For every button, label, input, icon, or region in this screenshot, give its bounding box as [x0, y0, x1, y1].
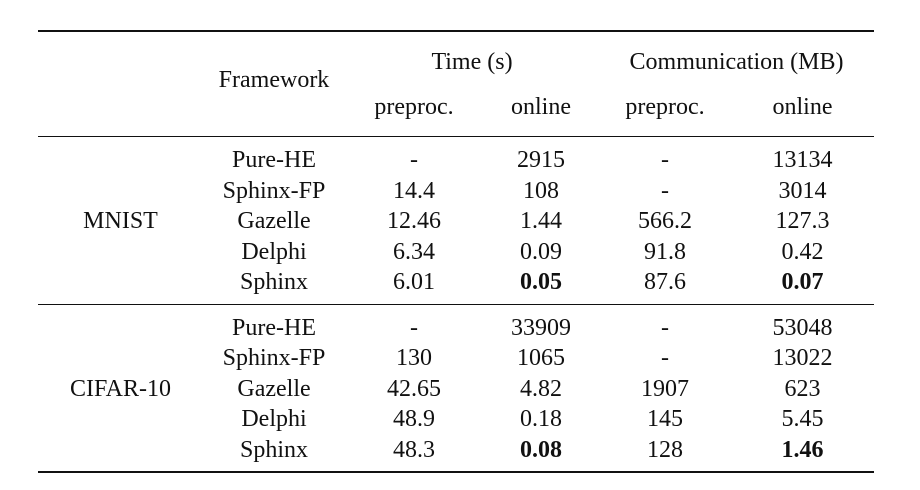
dataset-label: CIFAR-10 [70, 375, 171, 402]
framework-cell: Delphi [241, 406, 307, 433]
value-cell-comm-online: 13022 [772, 345, 833, 372]
value-cell-time-preproc: 6.34 [393, 238, 435, 265]
table-row: Gazelle 42.65 4.82 1907 623 [38, 374, 874, 405]
value-cell-time-online: 108 [523, 177, 559, 204]
value-cell-comm-online: 0.42 [781, 238, 824, 265]
value-cell-time-online: 0.08 [520, 436, 562, 463]
value-cell-time-preproc: 48.3 [393, 436, 435, 463]
value-cell-comm-preproc: 87.6 [644, 269, 687, 296]
value-cell-comm-preproc: 91.8 [644, 238, 687, 265]
framework-cell: Sphinx [239, 436, 308, 463]
framework-cell: Sphinx-FP [222, 345, 326, 372]
value-cell-time-online: 0.18 [520, 406, 562, 433]
group-spacer-cell [38, 465, 874, 472]
framework-cell: Gazelle [237, 375, 311, 402]
header-row-groups: Framework Time (s) Communication (MB) [38, 31, 875, 93]
value-cell-time-online: 1.44 [520, 208, 562, 235]
group-rule-cell [38, 304, 874, 313]
value-cell-time-online: 0.05 [520, 269, 562, 296]
header-time-group: Time (s) [431, 48, 513, 75]
header-comm-online: online [772, 93, 833, 120]
value-cell-comm-online: 53048 [772, 314, 833, 341]
value-cell-comm-preproc: - [661, 177, 670, 204]
value-cell-comm-preproc: 1907 [641, 375, 690, 402]
table-row: Sphinx-FP 130 1065 - 13022 [38, 343, 874, 374]
header-framework: Framework [218, 66, 330, 93]
table-body: MNIST Pure-HE - 2915 - 13134 Sphinx-FP 14.4 108 -… [38, 136, 875, 472]
group-rule-cell [38, 137, 874, 146]
value-cell-comm-preproc: 145 [647, 406, 684, 433]
table-row: Delphi 48.9 0.18 145 5.45 [38, 404, 874, 435]
framework-cell: Gazelle [237, 208, 311, 235]
value-cell-comm-online: 0.07 [781, 269, 824, 296]
value-cell-comm-preproc: 566.2 [638, 208, 693, 235]
value-cell-comm-preproc: - [661, 314, 670, 341]
header-comm-preproc: preproc. [625, 93, 705, 120]
header-time-online: online [511, 93, 571, 120]
value-cell-comm-preproc: - [661, 147, 670, 174]
header-empty-cell [38, 31, 203, 86]
framework-cell: Delphi [241, 238, 307, 265]
header-row-subcolumns: preproc. online preproc. online [38, 86, 874, 137]
value-cell-time-preproc: 48.9 [393, 406, 435, 433]
value-cell-time-preproc: 12.46 [387, 208, 441, 235]
table-row: Delphi 6.34 0.09 91.8 0.42 [38, 237, 874, 268]
framework-cell: Pure-HE [232, 147, 316, 174]
table-row: Sphinx-FP 14.4 108 - 3014 [38, 176, 874, 207]
table-row: MNIST Pure-HE - 2915 - 13134 [38, 145, 874, 234]
framework-cell: Sphinx [239, 269, 308, 296]
results-table: Framework Time (s) Communication (MB) pr… [38, 30, 875, 473]
value-cell-time-online: 33909 [511, 314, 571, 341]
framework-cell: Pure-HE [232, 314, 316, 341]
value-cell-time-preproc: - [410, 147, 418, 174]
value-cell-comm-online: 13134 [772, 147, 833, 174]
group-spacer-row [38, 465, 875, 472]
framework-cell: Sphinx-FP [222, 177, 326, 204]
group-rule-row [38, 136, 875, 146]
table-row: Gazelle 12.46 1.44 566.2 127.3 [38, 206, 874, 237]
header-communication-group: Communication (MB) [629, 48, 844, 75]
value-cell-time-online: 4.82 [520, 375, 562, 402]
value-cell-comm-online: 623 [784, 375, 821, 402]
value-cell-time-preproc: 6.01 [393, 269, 435, 296]
value-cell-comm-online: 3014 [778, 177, 827, 204]
table-row: Sphinx 6.01 0.05 87.6 0.07 [38, 267, 874, 298]
results-table-container: Framework Time (s) Communication (MB) pr… [38, 30, 875, 473]
group-rule-row [38, 304, 875, 313]
value-cell-time-preproc: 130 [396, 345, 432, 372]
value-cell-time-preproc: 42.65 [387, 375, 441, 402]
value-cell-time-online: 1065 [517, 345, 565, 372]
value-cell-comm-online: 5.45 [781, 406, 824, 433]
value-cell-time-preproc: 14.4 [393, 177, 435, 204]
value-cell-time-online: 2915 [517, 147, 565, 174]
value-cell-comm-online: 127.3 [775, 208, 830, 235]
header-empty-cell [38, 86, 203, 137]
value-cell-comm-preproc: 128 [647, 436, 684, 463]
value-cell-comm-preproc: - [661, 345, 670, 372]
value-cell-time-preproc: - [410, 314, 418, 341]
table-row: CIFAR-10 Pure-HE - 33909 - 53048 [38, 313, 874, 402]
dataset-label: MNIST [83, 208, 158, 235]
header-time-preproc: preproc. [374, 93, 454, 120]
value-cell-comm-online: 1.46 [781, 436, 824, 463]
table-row: Sphinx 48.3 0.08 128 1.46 [38, 435, 874, 466]
value-cell-time-online: 0.09 [520, 238, 562, 265]
